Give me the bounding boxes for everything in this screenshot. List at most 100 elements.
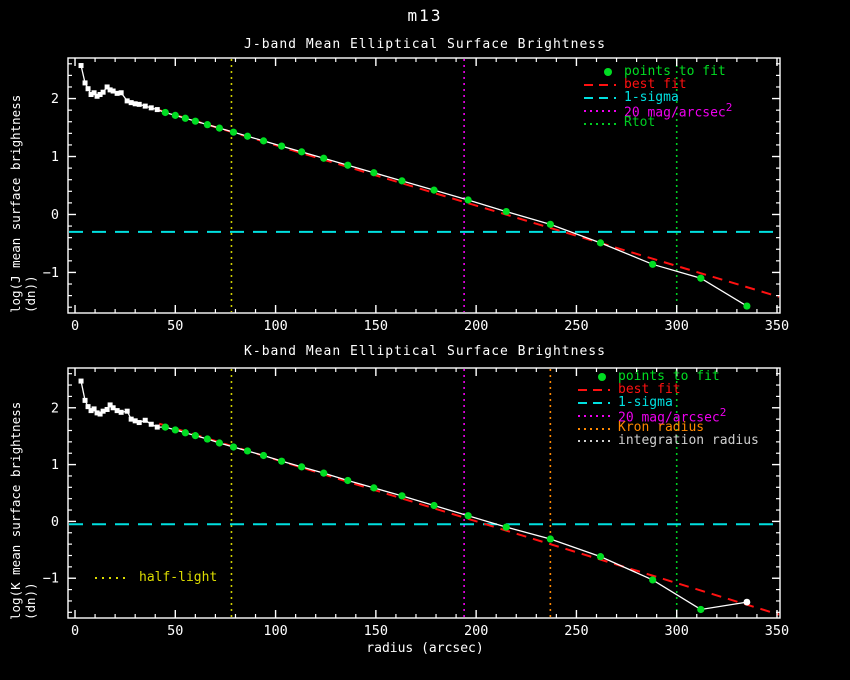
- fit-point: [171, 426, 179, 434]
- plot-frame: [67, 367, 781, 619]
- legend-marker-dot-icon: [584, 68, 616, 77]
- x-tick-label: 200: [464, 318, 488, 334]
- fit-point: [229, 128, 238, 136]
- y-tick-label: 0: [51, 514, 59, 530]
- fit-point: [203, 121, 211, 129]
- fit-point: [298, 463, 306, 471]
- fit-point: [259, 451, 268, 460]
- raw-point: [82, 397, 88, 403]
- dashed-line-icon: [584, 84, 616, 87]
- x-tick-label: 50: [167, 623, 183, 639]
- fit-point: [649, 576, 657, 584]
- raw-point: [85, 86, 91, 92]
- raw-point: [148, 105, 154, 111]
- half-light-annotation: half-light: [95, 570, 217, 585]
- fit-point: [649, 260, 657, 268]
- legend-marker-dash-icon: [584, 81, 616, 89]
- fit-point: [161, 108, 169, 117]
- raw-point: [78, 378, 84, 384]
- raw-point: [82, 80, 88, 86]
- fit-point: [243, 447, 252, 455]
- legend-marker-dots-icon: [578, 412, 610, 420]
- y-tick-label: −1: [43, 571, 59, 587]
- fit-point: [203, 435, 211, 443]
- fit-point: [171, 111, 179, 119]
- raw-point: [124, 408, 130, 414]
- legend-label: 20 mag/arcsec2: [624, 100, 733, 121]
- fit-point: [370, 169, 378, 177]
- x-tick-label: 250: [564, 318, 588, 334]
- fit-point: [344, 161, 352, 169]
- raw-point: [100, 408, 106, 414]
- raw-point: [91, 90, 97, 96]
- point-marker-icon: [604, 68, 612, 77]
- legend-label: integration radius: [618, 432, 759, 448]
- raw-point: [118, 409, 124, 415]
- fit-point: [320, 154, 328, 162]
- raw-point: [132, 101, 138, 107]
- raw-point: [94, 93, 100, 99]
- fit-point: [502, 207, 510, 216]
- panel-title-j: J-band Mean Elliptical Surface Brightnes…: [244, 37, 606, 52]
- fit-point: [370, 484, 378, 492]
- legend-k: points to fit best fit 1-sigma 20 mag/arcse…: [578, 369, 759, 448]
- legend-item: 1-sigma: [578, 396, 759, 410]
- dotted-line-icon: [578, 440, 610, 443]
- fit-point: [243, 132, 252, 140]
- dashed-line-icon: [578, 401, 610, 404]
- x-tick-label: 350: [765, 318, 789, 334]
- raw-point: [110, 405, 116, 411]
- fit-point: [320, 469, 328, 477]
- fit-point: [697, 274, 705, 282]
- x-tick-label: 100: [263, 623, 287, 639]
- x-tick-label: 100: [263, 318, 287, 334]
- y-tick-label: 2: [51, 91, 59, 107]
- trailing-point: [743, 598, 751, 606]
- point-marker-icon: [598, 373, 606, 382]
- raw-point: [118, 90, 124, 96]
- fit-point: [344, 476, 352, 485]
- fit-point: [398, 492, 406, 500]
- legend-item: points to fit: [584, 65, 732, 79]
- raw-point: [142, 417, 148, 423]
- raw-point: [91, 406, 97, 412]
- legend-marker-dot-icon: [578, 373, 610, 382]
- legend-marker-dots-icon: [584, 107, 616, 115]
- fit-point: [596, 553, 605, 561]
- legend-label: Kron radius: [618, 420, 705, 436]
- legend-marker-dash-icon: [578, 386, 610, 394]
- legend-item: best fit: [578, 383, 759, 397]
- fit-point: [464, 512, 472, 520]
- legend-item: points to fit: [578, 369, 759, 384]
- raw-point: [114, 90, 120, 96]
- legend-item: integration radius: [578, 432, 759, 448]
- fit-point: [215, 124, 224, 132]
- raw-point: [78, 63, 84, 69]
- raw-point: [107, 402, 113, 408]
- x-axis-label: radius (arcsec): [366, 641, 484, 656]
- fit-point: [697, 605, 705, 614]
- dotted-line-icon: [578, 414, 610, 417]
- legend-marker-dash-icon: [584, 94, 616, 102]
- fit-point: [181, 429, 189, 437]
- half-light-line-sample: [95, 576, 127, 579]
- legend-item: 20 mag/arcsec2: [578, 406, 759, 424]
- raw-point: [154, 107, 160, 113]
- raw-point: [136, 101, 142, 107]
- raw-point: [154, 424, 160, 430]
- raw-point: [128, 100, 134, 106]
- main-title: m13: [407, 6, 443, 25]
- x-tick-label: 300: [665, 318, 689, 334]
- legend-j: points to fit best fit 1-sigma 20 mag/arcse…: [584, 65, 733, 130]
- legend-item: Kron radius: [578, 420, 759, 436]
- raw-point: [114, 408, 120, 414]
- raw-point: [142, 103, 148, 109]
- legend-label: points to fit: [618, 369, 720, 384]
- x-tick-label: 250: [564, 623, 588, 639]
- fit-point: [259, 137, 268, 145]
- raw-point: [97, 411, 103, 417]
- raw-point: [110, 88, 116, 94]
- fit-point: [181, 114, 189, 122]
